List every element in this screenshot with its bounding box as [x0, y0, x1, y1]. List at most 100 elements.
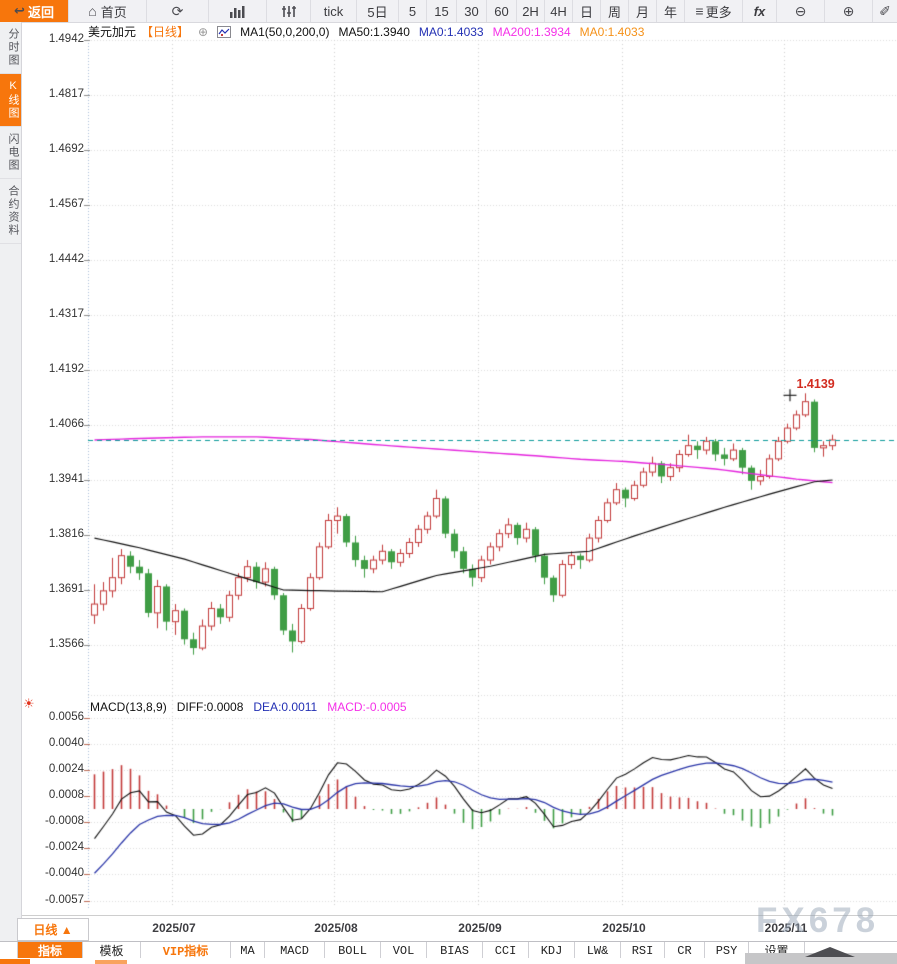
- sidebar-item-contract-info[interactable]: 合约资料: [0, 179, 21, 244]
- price-tick-label: 1.3566: [48, 638, 84, 650]
- indicator-fx-button[interactable]: fx: [742, 0, 776, 22]
- home-button[interactable]: ⌂ 首页: [68, 0, 146, 22]
- fx678-watermark: FX678: [756, 901, 880, 940]
- tab-vol[interactable]: VOL: [381, 942, 427, 959]
- macd-tick-label: 0.0024: [48, 763, 84, 775]
- period-5-button[interactable]: 5: [398, 0, 426, 22]
- period-year-button[interactable]: 年: [656, 0, 684, 22]
- chart-type-bar-button[interactable]: [208, 0, 266, 22]
- macd-tick-label: 0.0040: [48, 737, 84, 749]
- home-icon: ⌂: [88, 3, 97, 19]
- top-toolbar: ↩ 返回 ⌂ 首页 ⟳ tick 5日 5 15 30 60 2H 4H 日 周: [0, 0, 897, 23]
- zoom-out-icon: ⊖: [794, 2, 807, 19]
- period-month-button[interactable]: 月: [628, 0, 656, 22]
- zoom-in-icon: ⊕: [842, 2, 855, 19]
- ma-settings-label: MA1(50,0,200,0): [240, 24, 330, 39]
- add-indicator-icon[interactable]: ⊕: [198, 24, 209, 39]
- ma0-blue-value: MA0:1.4033: [418, 24, 484, 39]
- zoom-out-button[interactable]: ⊖: [776, 0, 824, 22]
- back-button[interactable]: ↩ 返回: [0, 0, 68, 22]
- macd-tick-label: 0.0008: [48, 789, 84, 801]
- period-60-button[interactable]: 60: [486, 0, 516, 22]
- tab-lwr[interactable]: LW&: [575, 942, 621, 959]
- bottom-strip: [0, 947, 897, 964]
- pencil-icon: ✐: [879, 2, 891, 19]
- period-week-button[interactable]: 周: [600, 0, 628, 22]
- tab-ma[interactable]: MA: [231, 942, 265, 959]
- sidebar-item-kline[interactable]: K线图: [0, 74, 21, 127]
- x-tick-label: 2025/11: [764, 921, 808, 935]
- period-4h-button[interactable]: 4H: [544, 0, 572, 22]
- more-button[interactable]: ≡ 更多: [684, 0, 742, 22]
- tab-bias[interactable]: BIAS: [427, 942, 483, 959]
- macd-diff-value: DIFF:0.0008: [176, 700, 244, 714]
- tab-cr[interactable]: CR: [665, 942, 705, 959]
- bottom-accent-bar-2: [95, 960, 127, 964]
- macd-hist-value: MACD:-0.0005: [327, 700, 407, 714]
- sidebar-item-lightning[interactable]: 闪电图: [0, 127, 21, 179]
- left-sidebar: 分时图 K线图 闪电图 合约资料: [0, 22, 22, 941]
- ma0-orange-value: MA0:1.4033: [579, 24, 645, 39]
- refresh-icon: ⟳: [171, 2, 184, 19]
- back-arrow-icon: ↩: [14, 3, 25, 18]
- tab-macd[interactable]: MACD: [265, 942, 325, 959]
- indicator-settings-sun-icon[interactable]: ☀: [23, 696, 35, 711]
- period-tick-button[interactable]: tick: [310, 0, 356, 22]
- price-tick-label: 1.4567: [48, 198, 84, 210]
- macd-tick-label: -0.0008: [44, 815, 84, 827]
- tab-psy[interactable]: PSY: [705, 942, 749, 959]
- x-tick-label: 2025/10: [602, 921, 646, 935]
- tab-kdj[interactable]: KDJ: [529, 942, 575, 959]
- price-tick-label: 1.3816: [48, 528, 84, 540]
- indicator-tab-bar: 指标 模板 VIP指标 MA MACD BOLL VOL BIAS CCI KD…: [0, 941, 897, 960]
- macd-tick-label: -0.0024: [44, 841, 84, 853]
- chart-type-candle-button[interactable]: [266, 0, 310, 22]
- period-day-button[interactable]: 日: [572, 0, 600, 22]
- tab-indicators[interactable]: 指标: [17, 942, 83, 959]
- price-tick-label: 1.4442: [48, 253, 84, 265]
- period-15-button[interactable]: 15: [426, 0, 456, 22]
- high-price-label: 1.4139: [796, 377, 835, 392]
- x-tick-label: 2025/08: [314, 921, 358, 935]
- macd-title: MACD(13,8,9): [90, 700, 167, 714]
- refresh-button[interactable]: ⟳: [146, 0, 208, 22]
- macd-tick-label: -0.0057: [44, 894, 84, 906]
- price-tick-label: 1.4692: [48, 143, 84, 155]
- symbol-name: 美元加元: [88, 25, 137, 39]
- tab-boll[interactable]: BOLL: [325, 942, 381, 959]
- sidebar-item-timeshare[interactable]: 分时图: [0, 22, 21, 74]
- tab-rsi[interactable]: RSI: [621, 942, 665, 959]
- tab-cci[interactable]: CCI: [483, 942, 529, 959]
- price-tick-label: 1.3691: [48, 583, 84, 595]
- x-tick-label: 2025/07: [152, 921, 196, 935]
- zoom-in-button[interactable]: ⊕: [824, 0, 872, 22]
- bottom-accent-bar: [0, 959, 30, 964]
- macd-tick-label: 0.0056: [48, 711, 84, 723]
- price-tick-label: 1.4817: [48, 88, 84, 100]
- expand-panel-arrow-icon[interactable]: [805, 947, 855, 957]
- x-axis-row: [0, 915, 897, 942]
- period-30-button[interactable]: 30: [456, 0, 486, 22]
- macd-dea-value: DEA:0.0011: [253, 700, 318, 714]
- macd-header: MACD(13,8,9) DIFF:0.0008 DEA:0.0011 MACD…: [90, 700, 407, 714]
- bottom-scrollbar[interactable]: [745, 947, 897, 964]
- period-2h-button[interactable]: 2H: [516, 0, 544, 22]
- draw-tool-button[interactable]: ✐: [872, 0, 897, 22]
- period-selector-button[interactable]: 日线 ▲: [17, 918, 89, 941]
- period-5d-button[interactable]: 5日: [356, 0, 398, 22]
- chart-header: 美元加元 【日线】 ⊕ MA1(50,0,200,0) MA50:1.3940 …: [88, 23, 644, 40]
- price-tick-label: 1.4317: [48, 308, 84, 320]
- mini-chart-icon: [217, 25, 232, 38]
- tab-templates[interactable]: 模板: [83, 942, 141, 959]
- price-tick-label: 1.4192: [48, 363, 84, 375]
- menu-icon: ≡: [695, 3, 704, 19]
- price-tick-label: 1.4942: [48, 33, 84, 45]
- period-tag: 【日线】: [141, 25, 190, 39]
- tab-vip-indicators[interactable]: VIP指标: [141, 942, 231, 959]
- x-tick-label: 2025/09: [458, 921, 502, 935]
- candlestick-icon: [281, 5, 297, 18]
- price-tick-label: 1.4066: [48, 418, 84, 430]
- price-tick-label: 1.3941: [48, 473, 84, 485]
